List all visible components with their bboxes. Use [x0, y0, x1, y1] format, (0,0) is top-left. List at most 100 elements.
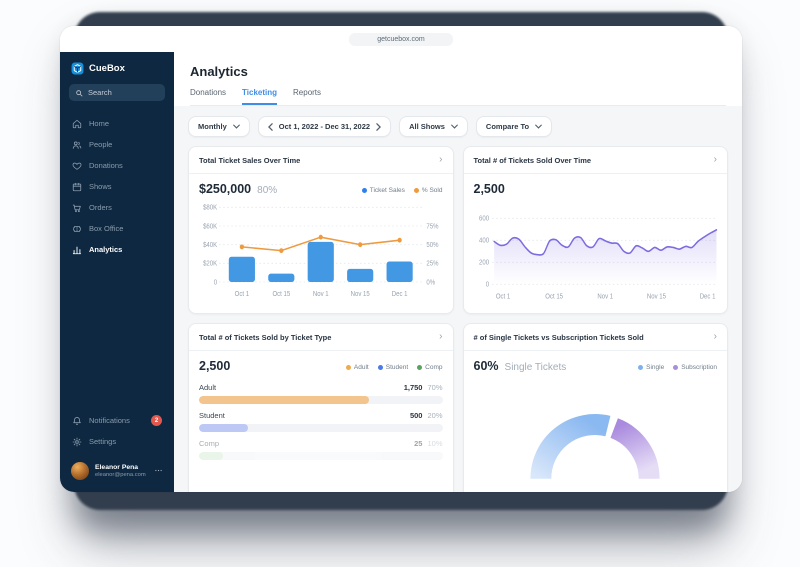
- browser-topbar: getcuebox.com: [60, 26, 742, 52]
- card-header[interactable]: Total # of Tickets Sold Over Time ›: [463, 147, 727, 174]
- sidebar-item-people[interactable]: People: [69, 134, 165, 155]
- user-profile[interactable]: Eleanor Pena eleanor@pena.com: [69, 462, 165, 480]
- combo-chart: $80K $60K $40K $20K 0 75% 50% 25% 0% Oct 1 Oct 15 N…: [189, 198, 453, 313]
- address-bar[interactable]: getcuebox.com: [349, 32, 453, 46]
- sidebar-item-settings[interactable]: Settings: [69, 431, 165, 452]
- chevron-right-icon[interactable]: ›: [439, 331, 443, 342]
- card-header[interactable]: Total Ticket Sales Over Time ›: [189, 147, 453, 174]
- sidebar-item-shows[interactable]: Shows: [69, 176, 165, 197]
- legend-label: Student: [385, 364, 409, 371]
- svg-text:400: 400: [479, 237, 489, 244]
- sidebar-item-orders[interactable]: Orders: [69, 197, 165, 218]
- avatar: [71, 462, 89, 480]
- chevron-left-icon[interactable]: [267, 122, 273, 131]
- legend-label: Comp: [425, 364, 443, 371]
- more-options-icon[interactable]: [154, 462, 163, 480]
- brand[interactable]: CueBox: [69, 62, 165, 75]
- svg-text:$20K: $20K: [203, 260, 218, 267]
- chevron-right-icon[interactable]: [376, 122, 382, 131]
- sidebar-item-analytics[interactable]: Analytics: [69, 239, 165, 260]
- charts-grid: Total Ticket Sales Over Time › $250,000 …: [188, 146, 728, 492]
- kpi-value: $250,000: [199, 182, 252, 196]
- search-input[interactable]: Search: [69, 84, 165, 101]
- legend-label: Adult: [353, 364, 369, 371]
- sidebar-item-label: Shows: [89, 182, 112, 191]
- sidebar-item-label: Orders: [89, 203, 112, 212]
- hbar-row-adult: Adult 1,750 70%: [199, 383, 443, 404]
- period-dropdown[interactable]: Monthly: [188, 116, 250, 137]
- card-header[interactable]: Total # of Tickets Sold by Ticket Type ›: [189, 324, 453, 351]
- legend-dot: [413, 188, 419, 193]
- hbar-fill: [199, 452, 224, 460]
- svg-text:$40K: $40K: [203, 242, 218, 249]
- search-icon: [76, 89, 83, 96]
- notification-badge: 2: [151, 415, 162, 426]
- chevron-down-icon: [451, 124, 458, 129]
- svg-text:$60K: $60K: [203, 223, 218, 230]
- sidebar-item-label: Home: [89, 119, 110, 128]
- sidebar-nav: Home People Donations Shows: [69, 113, 165, 260]
- date-range-picker[interactable]: Oct 1, 2022 - Dec 31, 2022: [257, 116, 392, 137]
- legend: Single Subscription: [638, 364, 717, 371]
- compare-value: Compare To: [485, 122, 530, 131]
- card-header[interactable]: # of Single Tickets vs Subscription Tick…: [463, 324, 727, 351]
- svg-text:0: 0: [485, 281, 489, 288]
- svg-text:Nov 15: Nov 15: [646, 293, 665, 300]
- chevron-right-icon[interactable]: ›: [713, 154, 717, 165]
- legend-dot: [377, 365, 383, 370]
- hbar-row-student: Student 500 20%: [199, 411, 443, 432]
- legend-label: Subscription: [681, 364, 717, 371]
- sidebar-footer: Notifications 2 Settings Eleanor Pena el…: [69, 410, 165, 480]
- card-single-vs-subscription: # of Single Tickets vs Subscription Tick…: [462, 323, 728, 492]
- kpi-value: 60%: [473, 359, 499, 373]
- compare-dropdown[interactable]: Compare To: [475, 116, 553, 137]
- sidebar-item-home[interactable]: Home: [69, 113, 165, 134]
- kpi-value: 2,500: [199, 359, 231, 373]
- hbar-label: Comp: [199, 439, 220, 448]
- kpi-value: 2,500: [473, 182, 505, 196]
- sidebar-item-label: Notifications: [89, 416, 130, 425]
- sidebar-item-label: Analytics: [89, 245, 123, 254]
- area-chart: 600 400 200 0 Oct 1 Oct 15 Nov 1 Nov 15 Dec 1: [464, 198, 728, 313]
- gauge-chart: [464, 375, 728, 491]
- hbar-label: Adult: [199, 383, 217, 392]
- people-icon: [72, 140, 82, 149]
- sidebar-item-label: Box Office: [89, 224, 124, 233]
- cart-icon: [72, 204, 81, 212]
- brand-name: CueBox: [89, 63, 125, 74]
- svg-text:$80K: $80K: [203, 204, 218, 211]
- hbar-pct: 10%: [427, 439, 443, 448]
- shows-value: All Shows: [409, 122, 445, 131]
- hbar-value: 1,750: [403, 383, 423, 392]
- svg-text:Oct 15: Oct 15: [272, 291, 290, 298]
- svg-text:Nov 1: Nov 1: [313, 291, 329, 298]
- chevron-right-icon[interactable]: ›: [713, 331, 717, 342]
- filter-bar: Monthly Oct 1, 2022 - Dec 31, 2022 All S…: [188, 116, 728, 137]
- shows-dropdown[interactable]: All Shows: [399, 116, 468, 137]
- hbar-row-comp: Comp 25 10%: [199, 439, 443, 460]
- date-range-value: Oct 1, 2022 - Dec 31, 2022: [278, 122, 371, 131]
- kpi-secondary: 80%: [257, 185, 278, 196]
- svg-text:Oct 15: Oct 15: [545, 293, 563, 300]
- browser-window: getcuebox.com CueBox Search: [60, 26, 742, 492]
- card-tickets-sold: Total # of Tickets Sold Over Time › 2,50…: [462, 146, 728, 314]
- tab-ticketing[interactable]: Ticketing: [242, 88, 278, 105]
- sidebar-item-notifications[interactable]: Notifications 2: [69, 410, 165, 431]
- sidebar-item-donations[interactable]: Donations: [69, 155, 165, 176]
- tab-reports[interactable]: Reports: [293, 88, 322, 97]
- tab-donations[interactable]: Donations: [190, 88, 227, 97]
- card-tickets-by-type: Total # of Tickets Sold by Ticket Type ›…: [188, 323, 454, 492]
- hbar-track: [199, 452, 443, 460]
- legend: Ticket Sales % Sold: [361, 187, 443, 194]
- legend-dot: [361, 188, 367, 193]
- sidebar-item-label: People: [89, 140, 113, 149]
- svg-text:Oct 1: Oct 1: [495, 293, 510, 300]
- card-title: Total # of Tickets Sold Over Time: [473, 155, 592, 165]
- hbar-fill: [199, 424, 248, 432]
- sidebar-item-box-office[interactable]: Box Office: [69, 218, 165, 239]
- svg-text:0: 0: [214, 279, 218, 286]
- legend-dot: [417, 365, 423, 370]
- chevron-right-icon[interactable]: ›: [439, 154, 443, 165]
- svg-text:Nov 15: Nov 15: [351, 291, 370, 298]
